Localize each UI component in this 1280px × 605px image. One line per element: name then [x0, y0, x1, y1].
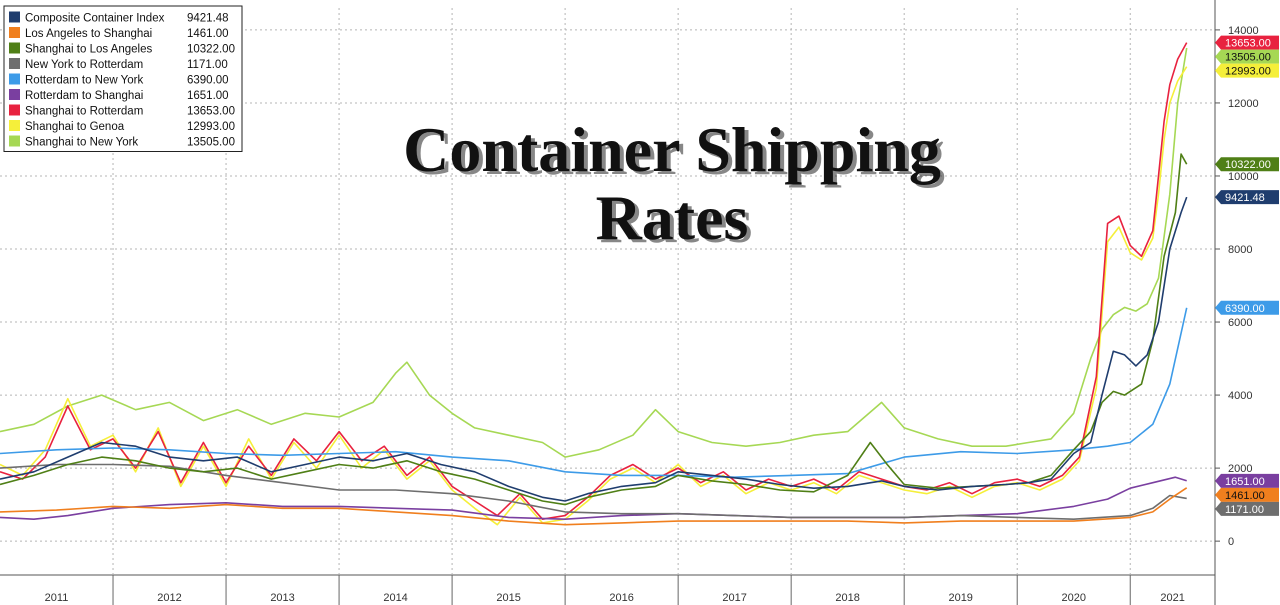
last-value-tag-label-2: 10322.00: [1225, 159, 1271, 171]
legend-swatch-2: [9, 42, 20, 54]
legend-swatch-4: [9, 73, 20, 85]
x-tick-label-2021: 2021: [1160, 592, 1184, 604]
last-value-tag-bg-0: [1215, 190, 1279, 205]
series-line-1: [0, 487, 1188, 526]
legend-value-3: 1171.00: [187, 59, 228, 71]
series-line-2: [0, 153, 1188, 506]
last-value-tag-label-1: 1461.00: [1225, 490, 1265, 502]
legend-swatch-0: [9, 11, 20, 23]
chart-title-shadow-1: Rates: [600, 185, 753, 256]
last-value-tag-3: 1171.00: [1215, 501, 1279, 516]
legend-value-8: 13505.00: [187, 137, 235, 149]
series-line-6: [0, 42, 1188, 520]
legend-value-2: 10322.00: [187, 44, 235, 56]
legend-name-5: Rotterdam to Shanghai: [25, 90, 143, 102]
grid-lines: [0, 8, 1215, 574]
legend: Composite Container Index 9421.48 Los Ange…: [3, 5, 243, 152]
legend-value-5: 1651.00: [187, 90, 229, 102]
y-axis-ticks: 0 2000 4000 6000 8000 10000 12000 14000: [1215, 25, 1259, 548]
y-tick-label-2000: 2000: [1228, 463, 1252, 475]
last-value-tag-4: 6390.00: [1215, 300, 1279, 315]
last-value-tag-bg-8: [1215, 49, 1279, 64]
last-value-tag-bg-5: [1215, 473, 1279, 488]
legend-value-4: 6390.00: [187, 75, 229, 87]
last-value-tag-8: 13505.00: [1215, 49, 1279, 64]
last-value-tags: 13653.00 13505.00 12993.00 10322.00 9421.48 6…: [1215, 35, 1279, 516]
legend-name-4: Rotterdam to New York: [25, 75, 144, 87]
last-value-tag-2: 10322.00: [1215, 157, 1279, 172]
series-line-5: [0, 476, 1187, 520]
legend-box: [3, 5, 243, 152]
last-value-tag-bg-4: [1215, 300, 1279, 315]
x-tick-label-2014: 2014: [383, 592, 407, 604]
y-tick-label-0: 0: [1228, 536, 1234, 548]
axes: [0, 0, 1216, 605]
chart-title-line-1: Rates: [596, 182, 749, 253]
last-value-tag-label-7: 12993.00: [1225, 66, 1271, 78]
x-tick-label-2016: 2016: [609, 592, 633, 604]
legend-name-0: Composite Container Index: [25, 13, 165, 25]
legend-swatch-6: [9, 104, 20, 116]
series-line-8: [0, 47, 1188, 458]
x-tick-label-2011: 2011: [45, 592, 69, 604]
legend-value-6: 13653.00: [187, 106, 235, 118]
x-tick-label-2017: 2017: [722, 592, 746, 604]
chart-title-line-0: Container Shipping: [403, 114, 941, 185]
legend-value-0: 9421.48: [187, 13, 229, 25]
legend-name-6: Shanghai to Rotterdam: [25, 106, 143, 118]
last-value-tag-bg-1: [1215, 487, 1279, 502]
legend-name-2: Shanghai to Los Angeles: [25, 44, 152, 56]
last-value-tag-bg-3: [1215, 501, 1279, 516]
last-value-tag-label-5: 1651.00: [1225, 476, 1265, 488]
last-value-tag-0: 9421.48: [1215, 190, 1279, 205]
legend-name-8: Shanghai to New York: [25, 137, 138, 149]
last-value-tag-5: 1651.00: [1215, 473, 1279, 488]
legend-swatch-7: [9, 120, 20, 131]
y-tick-label-14000: 14000: [1228, 25, 1259, 37]
series-line-0: [0, 196, 1188, 502]
last-value-tag-label-6: 13653.00: [1225, 38, 1271, 50]
y-tick-label-10000: 10000: [1228, 171, 1259, 183]
last-value-tag-label-8: 13505.00: [1225, 52, 1271, 64]
x-tick-label-2020: 2020: [1061, 592, 1085, 604]
last-value-tag-bg-7: [1215, 63, 1279, 78]
last-value-tag-label-4: 6390.00: [1225, 303, 1265, 315]
legend-value-7: 12993.00: [187, 121, 235, 133]
legend-swatch-5: [9, 89, 20, 100]
chart-title-shadow-0: Container Shipping: [407, 117, 945, 188]
y-tick-label-4000: 4000: [1228, 390, 1252, 402]
last-value-tag-bg-6: [1215, 35, 1279, 50]
last-value-tag-7: 12993.00: [1215, 63, 1279, 78]
y-tick-label-12000: 12000: [1228, 98, 1259, 110]
last-value-tag-label-3: 1171.00: [1225, 504, 1264, 516]
series-lines: [0, 42, 1188, 526]
legend-name-3: New York to Rotterdam: [25, 59, 143, 71]
x-tick-label-2013: 2013: [270, 592, 294, 604]
legend-name-1: Los Angeles to Shanghai: [25, 28, 152, 40]
y-tick-label-8000: 8000: [1228, 244, 1252, 256]
last-value-tag-bg-2: [1215, 157, 1279, 172]
x-tick-label-2015: 2015: [496, 592, 520, 604]
legend-value-1: 1461.00: [187, 28, 229, 40]
legend-swatch-8: [9, 135, 20, 147]
x-axis-ticks: 2011 2012 2013 2014 2015 2016 2017 2018 2019 2020…: [45, 575, 1185, 605]
legend-swatch-3: [9, 58, 20, 69]
x-tick-label-2012: 2012: [157, 592, 181, 604]
legend-name-7: Shanghai to Genoa: [25, 121, 125, 133]
last-value-tag-label-0: 9421.48: [1225, 192, 1265, 204]
legend-swatch-1: [9, 27, 20, 38]
x-tick-label-2019: 2019: [948, 592, 972, 604]
x-tick-label-2018: 2018: [835, 592, 859, 604]
y-tick-label-6000: 6000: [1228, 317, 1252, 329]
last-value-tag-1: 1461.00: [1215, 487, 1279, 502]
last-value-tag-6: 13653.00: [1215, 35, 1279, 50]
series-line-3: [0, 463, 1187, 520]
